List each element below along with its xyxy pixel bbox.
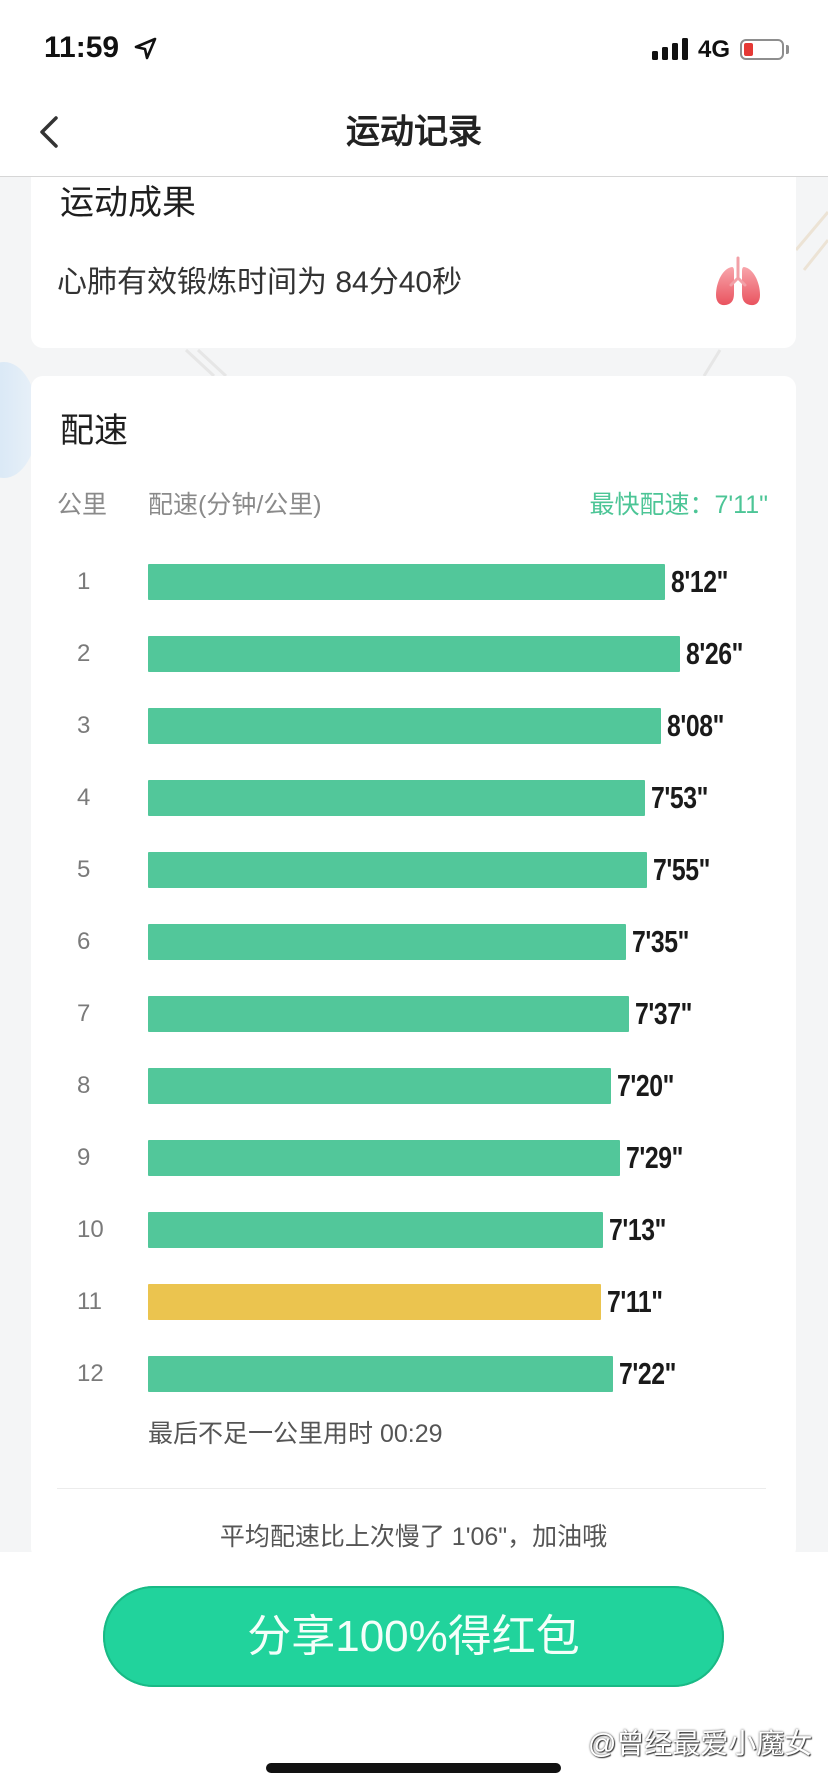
pace-bar [148, 636, 680, 672]
pace-card: 配速 公里 配速(分钟/公里) 最快配速：7'11" 1 8'12" 2 8'26" 3… [31, 376, 796, 1560]
pace-value-label: 7'20" [616, 1068, 674, 1103]
km-label: 8 [77, 1072, 91, 1099]
pace-value-label: 7'35" [632, 924, 690, 959]
pace-column-header: 配速(分钟/公里) [148, 491, 322, 519]
battery-icon [740, 39, 784, 60]
pace-row: 1 8'12" [31, 564, 796, 600]
pace-row: 2 8'26" [31, 636, 796, 672]
pace-row: 5 7'55" [31, 852, 796, 888]
result-title: 运动成果 [60, 184, 196, 222]
pace-row: 8 7'20" [31, 1068, 796, 1104]
pace-value-label: 7'11" [607, 1284, 663, 1319]
pace-bar [148, 1212, 604, 1248]
cellular-signal-icon [652, 38, 688, 60]
navigation-bar: 运动记录 [0, 90, 828, 177]
pace-bar [148, 564, 666, 600]
battery-level [744, 43, 753, 56]
pace-bar [148, 780, 646, 816]
pace-row: 12 7'22" [31, 1356, 796, 1392]
km-label: 3 [77, 712, 91, 739]
page-title: 运动记录 [346, 113, 482, 151]
km-label: 12 [77, 1360, 104, 1387]
pace-bar [148, 996, 629, 1032]
back-button[interactable] [34, 110, 68, 154]
pace-bar [148, 1140, 621, 1176]
weibo-icon [556, 1735, 582, 1756]
pace-bar [148, 852, 648, 888]
km-label: 1 [77, 568, 91, 595]
km-label: 5 [77, 856, 91, 883]
pace-comparison-summary: 平均配速比上次慢了 1'06"，加油哦 [219, 1523, 608, 1551]
lungs-icon [716, 256, 760, 306]
pace-value-label: 7'37" [634, 996, 692, 1031]
pace-value-label: 7'55" [653, 852, 711, 887]
pace-title: 配速 [60, 412, 128, 450]
pace-row: 3 8'08" [31, 708, 796, 744]
pace-bar-fastest [148, 1284, 602, 1320]
divider [57, 1488, 766, 1489]
battery-cap [786, 45, 789, 54]
pace-value-label: 8'26" [686, 636, 744, 671]
pace-row: 4 7'53" [31, 780, 796, 816]
km-label: 2 [77, 640, 91, 667]
km-label: 6 [77, 928, 91, 955]
pace-row: 9 7'29" [31, 1140, 796, 1176]
bottom-action-bar: 分享100%得红包 [0, 1552, 828, 1792]
status-time: 11:59 [44, 31, 120, 64]
watermark: @曾经最爱小魔女 [556, 1722, 812, 1766]
pace-row: 10 7'13" [31, 1212, 796, 1248]
pace-bar [148, 1356, 613, 1392]
fastest-pace-label: 最快配速：7'11" [589, 491, 768, 519]
pace-value-label: 7'29" [626, 1140, 684, 1175]
km-label: 7 [77, 1000, 91, 1027]
network-type: 4G [698, 36, 731, 63]
pace-bar [148, 708, 662, 744]
share-button-label[interactable]: 分享100%得红包 [247, 1612, 580, 1661]
watermark-text: @曾经最爱小魔女 [588, 1728, 813, 1759]
pace-row: 6 7'35" [31, 924, 796, 960]
status-bar: 11:59 4G [0, 0, 828, 90]
location-arrow-icon [134, 37, 157, 60]
cardio-time-text: 心肺有效锻炼时间为 84分40秒 [57, 266, 463, 299]
pace-value-label: 7'22" [618, 1356, 676, 1391]
pace-value-label: 7'13" [609, 1212, 667, 1247]
pace-bar [148, 924, 627, 960]
km-label: 10 [77, 1216, 104, 1243]
pace-bar [148, 1068, 611, 1104]
pace-value-label: 8'12" [671, 564, 729, 599]
km-label: 9 [77, 1144, 91, 1171]
pace-value-label: 8'08" [667, 708, 725, 743]
home-indicator[interactable] [266, 1763, 561, 1773]
share-button[interactable]: 分享100%得红包 [103, 1586, 724, 1687]
km-column-header: 公里 [57, 491, 108, 519]
pace-row: 7 7'37" [31, 996, 796, 1032]
pace-row: 11 7'11" [31, 1284, 796, 1320]
km-label: 4 [77, 784, 91, 811]
chevron-left-icon [40, 116, 58, 148]
last-partial-km-time: 最后不足一公里用时 00:29 [148, 1420, 443, 1448]
km-label: 11 [77, 1288, 102, 1315]
pace-value-label: 7'53" [651, 780, 709, 815]
pace-bar-chart: 1 8'12" 2 8'26" 3 8'08" 4 7'53" 5 7'55" 6 7'35" 7 7'3… [31, 376, 796, 1416]
exercise-result-card: 运动成果 心肺有效锻炼时间为 84分40秒 [31, 150, 796, 348]
